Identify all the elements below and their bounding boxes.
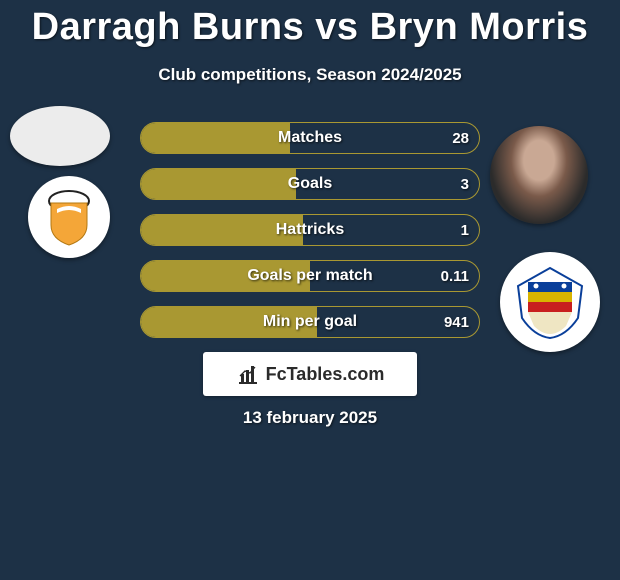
player1-club-badge bbox=[28, 176, 110, 258]
stat-value: 28 bbox=[452, 123, 469, 153]
stat-label: Goals per match bbox=[141, 261, 479, 291]
stat-row: Goals per match0.11 bbox=[140, 260, 480, 292]
stat-label: Matches bbox=[141, 123, 479, 153]
player1-avatar bbox=[10, 106, 110, 166]
stat-label: Goals bbox=[141, 169, 479, 199]
stat-label: Min per goal bbox=[141, 307, 479, 337]
stat-value: 3 bbox=[461, 169, 469, 199]
page-title: Darragh Burns vs Bryn Morris bbox=[0, 0, 620, 49]
date-line: 13 february 2025 bbox=[0, 408, 620, 428]
stat-label: Hattricks bbox=[141, 215, 479, 245]
stat-value: 941 bbox=[444, 307, 469, 337]
stat-row: Min per goal941 bbox=[140, 306, 480, 338]
stat-row: Hattricks1 bbox=[140, 214, 480, 246]
brand-box[interactable]: FcTables.com bbox=[203, 352, 417, 396]
subtitle: Club competitions, Season 2024/2025 bbox=[0, 65, 620, 85]
stats-panel: Matches28 Goals3 Hattricks1 Goals per match… bbox=[140, 122, 480, 352]
stat-row: Goals3 bbox=[140, 168, 480, 200]
stat-value: 0.11 bbox=[441, 261, 469, 291]
player2-avatar bbox=[490, 126, 588, 224]
stat-row: Matches28 bbox=[140, 122, 480, 154]
brand-text: FcTables.com bbox=[266, 364, 385, 385]
bar-chart-icon bbox=[236, 362, 260, 386]
stat-value: 1 bbox=[461, 215, 469, 245]
mk-dons-badge-icon bbox=[37, 185, 101, 249]
club-crest-icon bbox=[510, 262, 590, 342]
player2-club-badge bbox=[500, 252, 600, 352]
